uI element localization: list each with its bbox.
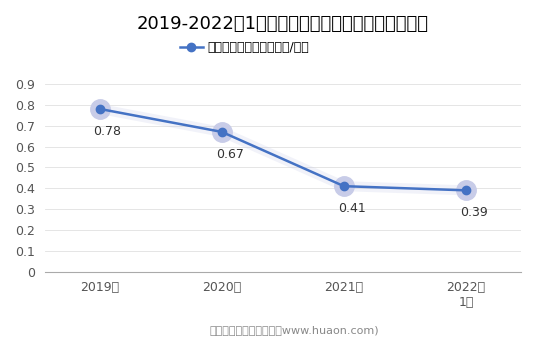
黄金期权成交均价（万元/手） xyxy=(463,188,469,192)
Text: 0.41: 0.41 xyxy=(338,202,366,215)
Line: 黄金期权成交均价（万元/手）: 黄金期权成交均价（万元/手） xyxy=(95,105,470,194)
Title: 2019-2022年1月上海期货交易所黄金期权成交均价: 2019-2022年1月上海期货交易所黄金期权成交均价 xyxy=(137,15,429,33)
Text: 0.39: 0.39 xyxy=(460,206,488,219)
Text: 0.67: 0.67 xyxy=(215,148,243,161)
黄金期权成交均价（万元/手） xyxy=(96,107,103,111)
Text: 制图：华经产业研究院（www.huaon.com): 制图：华经产业研究院（www.huaon.com) xyxy=(210,324,379,335)
Text: 0.78: 0.78 xyxy=(94,125,122,138)
Legend: 黄金期权成交均价（万元/手）: 黄金期权成交均价（万元/手） xyxy=(175,36,315,59)
黄金期权成交均价（万元/手） xyxy=(219,130,225,134)
黄金期权成交均价（万元/手） xyxy=(341,184,347,188)
